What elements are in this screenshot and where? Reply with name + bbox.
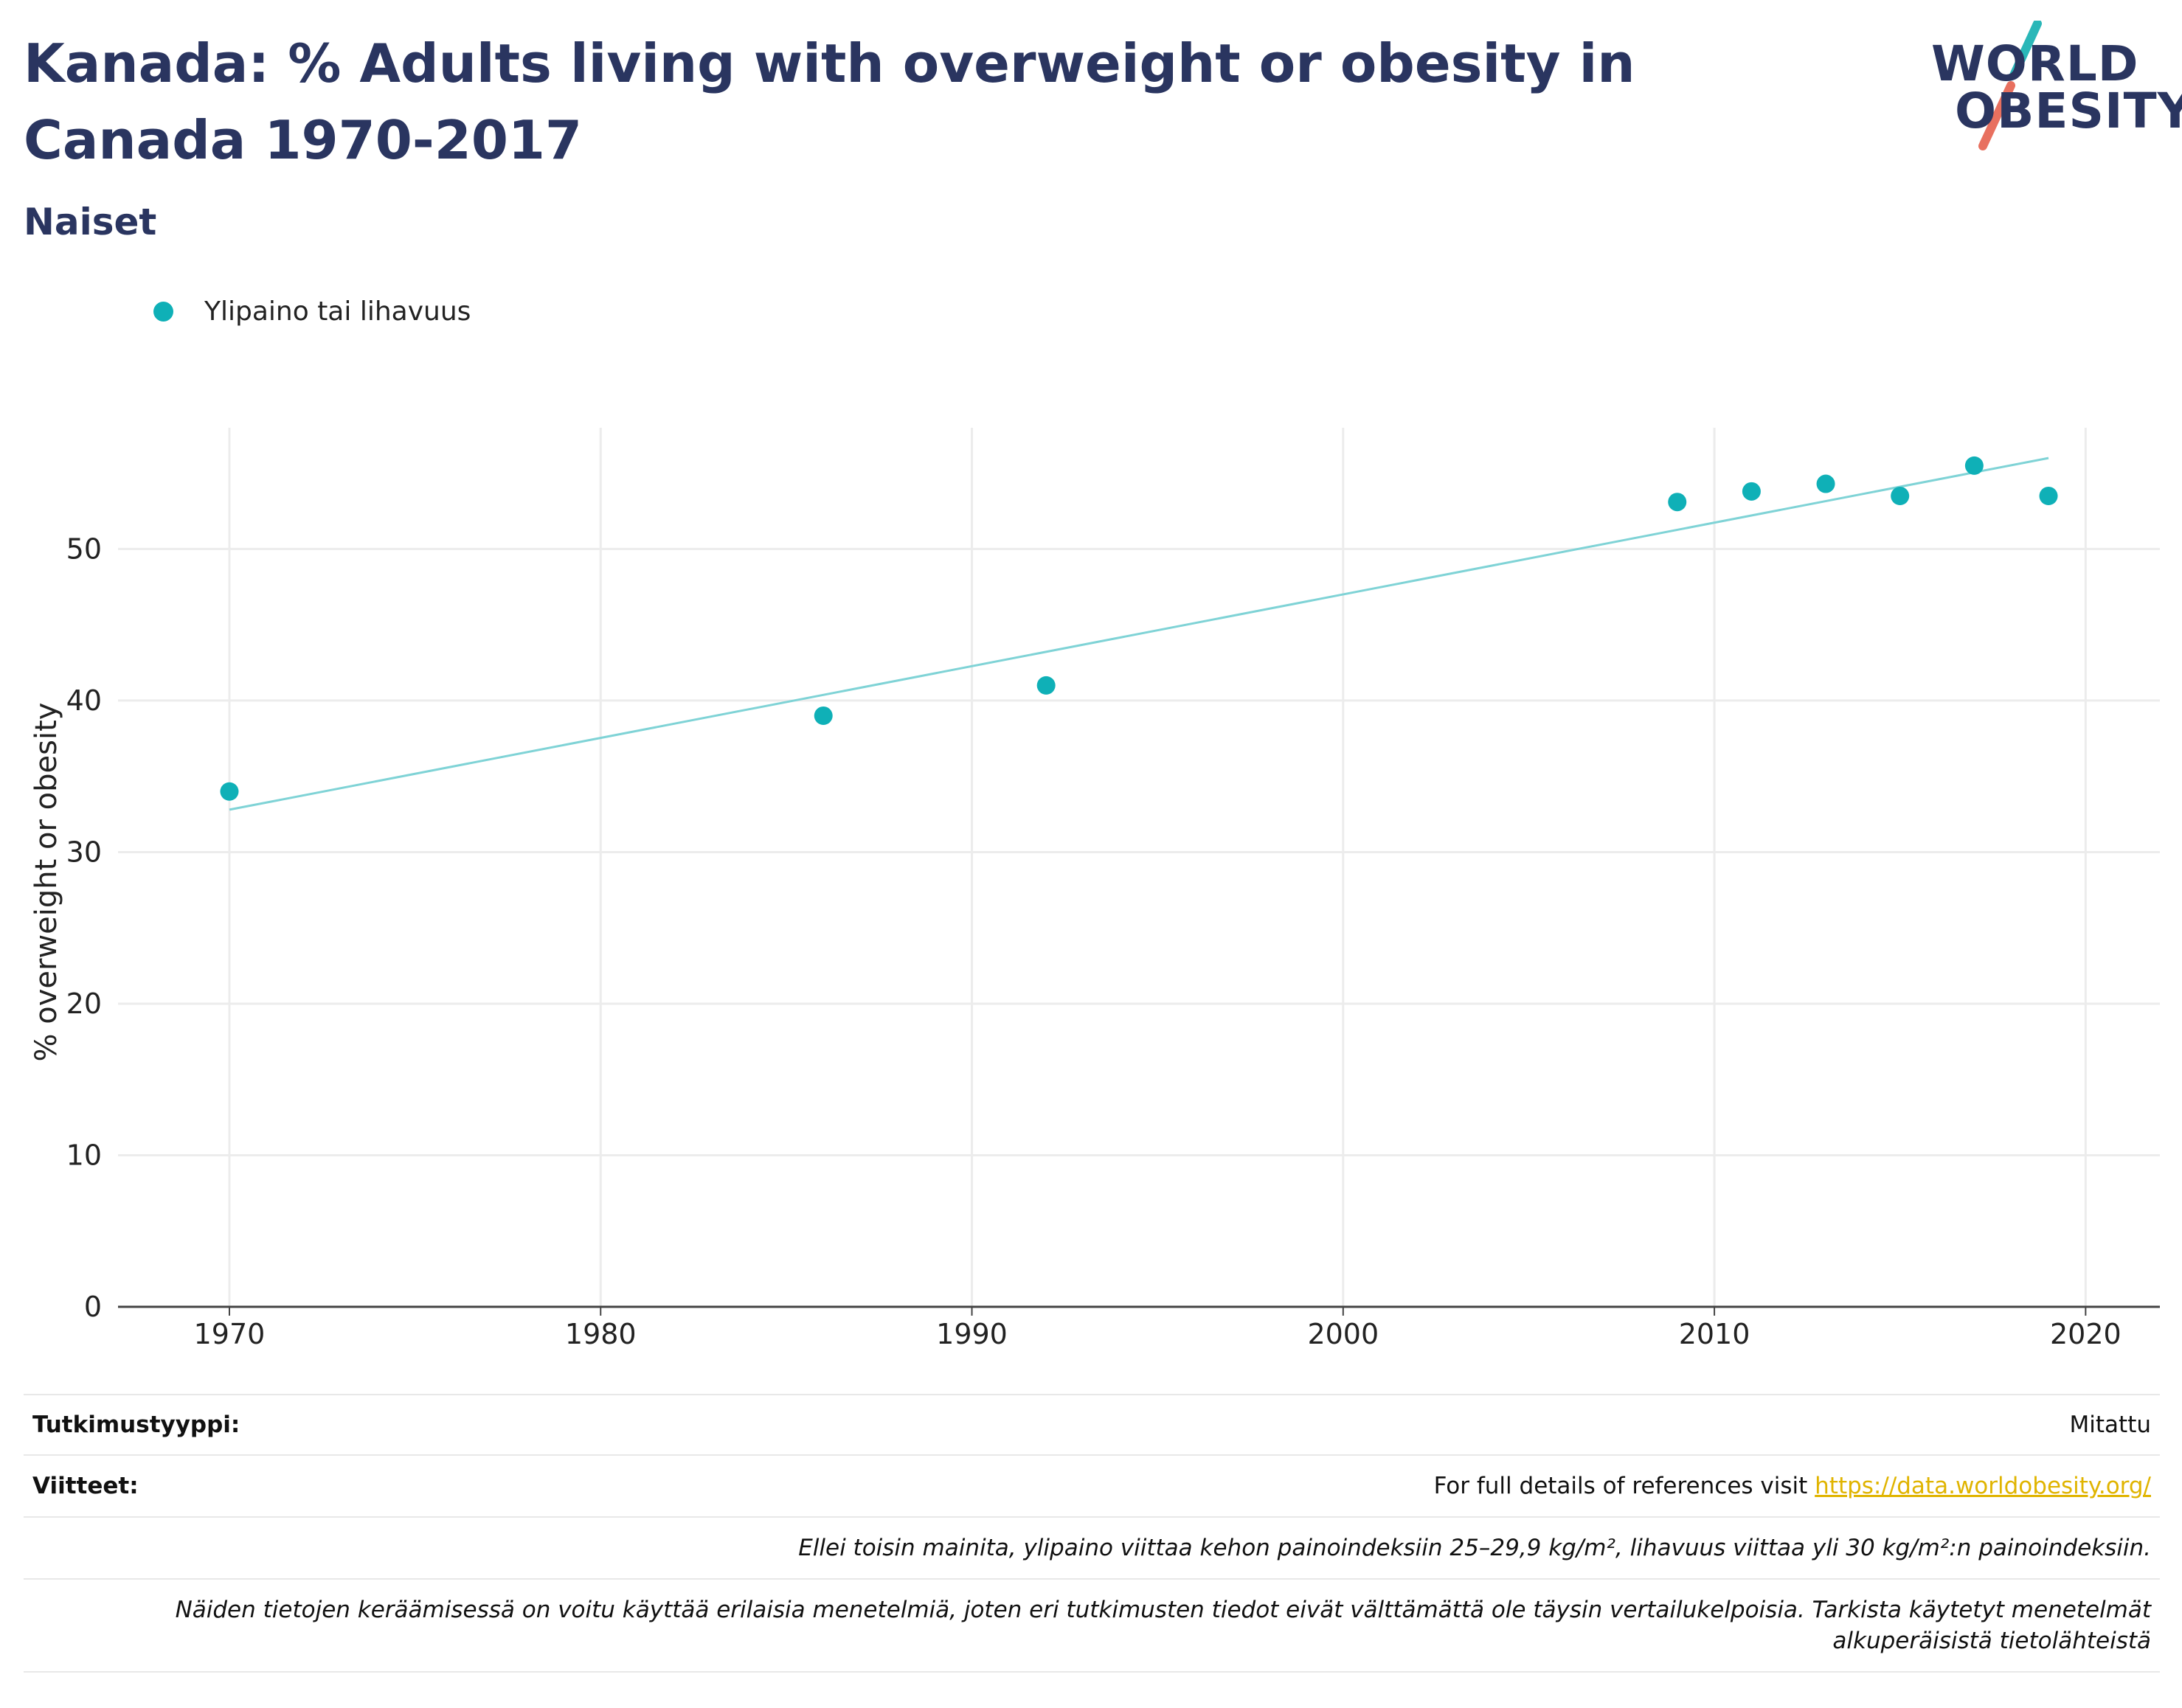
y-tick-label: 10 <box>66 1139 102 1171</box>
chart-footer: Tutkimustyyppi: Mitattu Viitteet: For fu… <box>24 1394 2160 1673</box>
x-tick-label: 1990 <box>936 1318 1008 1350</box>
scatter-chart: 1970 1980 1990 2000 2010 2020 0 10 20 30 40 50 % ov… <box>30 428 2160 1350</box>
references-row: Viitteet: For full details of references… <box>24 1454 2160 1516</box>
y-tick-label: 0 <box>84 1291 102 1323</box>
references-text: For full details of references visit <box>1433 1473 1815 1499</box>
y-tick-label: 40 <box>66 684 102 717</box>
x-tick-label: 1970 <box>194 1318 266 1350</box>
data-points <box>220 456 2058 801</box>
definition-note: Ellei toisin mainita, ylipaino viittaa k… <box>798 1535 2151 1561</box>
x-tick-label: 2010 <box>1679 1318 1750 1350</box>
definition-note-row: Ellei toisin mainita, ylipaino viittaa k… <box>24 1516 2160 1578</box>
x-tick-label: 2000 <box>1307 1318 1379 1350</box>
legend-label: Ylipaino tai lihavuus <box>204 296 471 327</box>
data-point <box>814 706 833 725</box>
references-link[interactable]: https://data.worldobesity.org/ <box>1815 1473 2151 1499</box>
logo-slash-icon <box>1978 21 2042 150</box>
trendline <box>229 456 2049 811</box>
chart-title: Kanada: % Adults living with overweight … <box>24 32 1635 171</box>
data-point <box>1668 493 1687 512</box>
grid-lines <box>118 428 2160 1307</box>
x-tick-label: 2020 <box>2050 1318 2122 1350</box>
chart-subtitle: Naiset <box>24 201 157 243</box>
logo-word-world: WORLD <box>1931 35 2139 92</box>
references-value: For full details of references visit htt… <box>1434 1473 2151 1499</box>
trend-line <box>229 456 2049 811</box>
data-point <box>220 782 239 801</box>
study-type-value: Mitattu <box>2069 1412 2151 1438</box>
study-type-row: Tutkimustyyppi: Mitattu <box>24 1394 2160 1454</box>
y-axis-label: % overweight or obesity <box>30 703 63 1062</box>
y-tick-label: 30 <box>66 836 102 868</box>
data-point <box>2039 486 2058 505</box>
logo-word-obesity: OBESITY <box>1955 83 2182 139</box>
y-tick-label: 50 <box>66 532 102 565</box>
data-point <box>1891 486 1910 505</box>
world-obesity-logo: WORLD OBESITY <box>1925 21 2182 161</box>
methods-note: Näiden tietojen keräämisessä on voitu kä… <box>175 1597 2151 1654</box>
legend-marker <box>153 302 173 322</box>
chart-legend: Ylipaino tai lihavuus <box>153 296 471 327</box>
data-point <box>1964 456 1984 475</box>
x-tick-label: 1980 <box>565 1318 637 1350</box>
y-tick-label: 20 <box>66 987 102 1020</box>
references-label: Viitteet: <box>32 1473 139 1499</box>
data-point <box>1742 482 1761 501</box>
methods-note-row: Näiden tietojen keräämisessä on voitu kä… <box>24 1578 2160 1673</box>
data-point <box>1816 474 1835 493</box>
axes: 1970 1980 1990 2000 2010 2020 0 10 20 30 40 50 <box>66 532 2160 1350</box>
data-point <box>1036 676 1056 695</box>
study-type-label: Tutkimustyyppi: <box>32 1412 240 1438</box>
